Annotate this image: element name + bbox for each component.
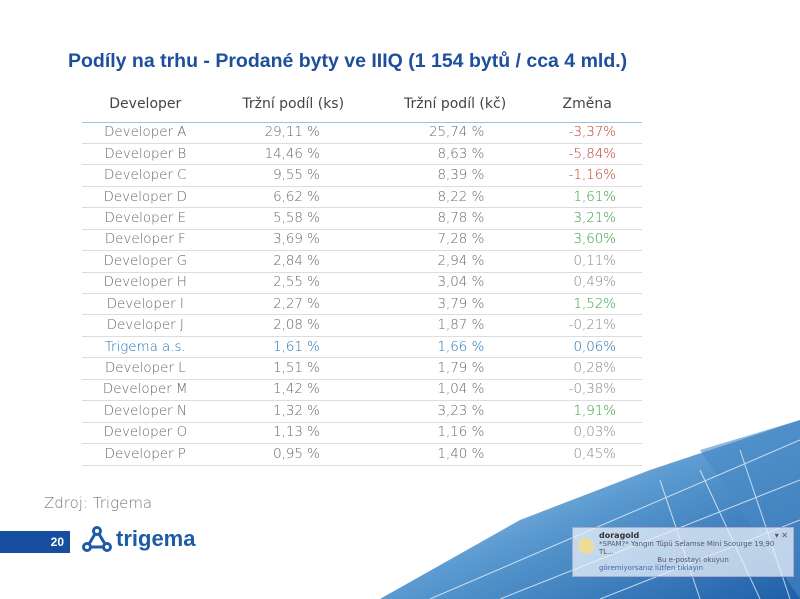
developer-name: Developer C — [82, 164, 209, 187]
column-header-change: Změna — [532, 86, 642, 123]
share-units: 2,27 % — [208, 293, 378, 316]
developer-name: Developer J — [82, 314, 209, 337]
logo-text: trigema — [116, 526, 196, 551]
share-units: 2,84 % — [208, 250, 378, 273]
table-row: Developer E 5,58 % 8,78 % 3,21% — [82, 207, 642, 230]
change-value: 0,49% — [532, 272, 642, 295]
notification-subject: *SPAM?* Yangın Tüpü Selamse Mini Scourge… — [599, 540, 775, 556]
table-row: Trigema a.s. 1,61 % 1,66 % 0,06% — [82, 336, 642, 359]
share-units: 1,51 % — [208, 357, 378, 380]
change-value: 1,91% — [532, 400, 642, 423]
trigema-logo-icon — [82, 526, 112, 552]
change-value: 1,61% — [532, 186, 642, 209]
table-row: Developer J 2,08 % 1,87 % -0,21% — [82, 314, 642, 337]
close-icon[interactable]: ▾ ✕ — [774, 531, 788, 540]
notification-link[interactable]: göremiyorsanız lütfen tıklayın — [599, 564, 704, 572]
share-value: 8,78 % — [377, 207, 533, 230]
developer-name: Developer E — [82, 207, 209, 230]
page-number: 20 — [0, 531, 70, 553]
share-value: 1,87 % — [377, 314, 533, 337]
developer-name: Developer H — [82, 272, 209, 295]
change-value: -3,37% — [532, 122, 642, 144]
change-value: 0,45% — [532, 443, 642, 466]
change-value: -1,16% — [532, 164, 642, 187]
table-row: Developer M 1,42 % 1,04 % -0,38% — [82, 379, 642, 402]
share-units: 5,58 % — [208, 207, 378, 230]
share-units: 14,46 % — [208, 143, 378, 166]
developer-name: Developer G — [82, 250, 209, 273]
share-units: 9,55 % — [208, 164, 378, 187]
column-header-share-value: Tržní podíl (kč) — [377, 86, 533, 123]
table-row: Developer D 6,62 % 8,22 % 1,61% — [82, 186, 642, 209]
source-note: Zdroj: Trigema — [44, 494, 153, 512]
notification-sender: doragold — [599, 531, 640, 540]
share-value: 1,79 % — [377, 357, 533, 380]
change-value: -5,84% — [532, 143, 642, 166]
share-value: 1,16 % — [377, 422, 533, 445]
mail-icon — [578, 538, 594, 554]
share-value: 7,28 % — [377, 229, 533, 252]
share-value: 1,04 % — [377, 379, 533, 402]
share-units: 2,55 % — [208, 272, 378, 295]
table-row: Developer N 1,32 % 3,23 % 1,91% — [82, 400, 642, 423]
page-title: Podíly na trhu - Prodané byty ve IIIQ (1… — [68, 50, 628, 72]
trigema-logo: trigema — [82, 526, 195, 552]
share-units: 1,32 % — [208, 400, 378, 423]
share-value: 3,23 % — [377, 400, 533, 423]
share-value: 25,74 % — [377, 122, 533, 144]
developer-name: Developer P — [82, 443, 209, 466]
share-units: 29,11 % — [208, 122, 378, 144]
share-value: 1,66 % — [377, 336, 533, 359]
share-units: 3,69 % — [208, 229, 378, 252]
share-value: 3,04 % — [377, 272, 533, 295]
table-row: Developer F 3,69 % 7,28 % 3,60% — [82, 229, 642, 252]
change-value: 1,52% — [532, 293, 642, 316]
change-value: 0,11% — [532, 250, 642, 273]
table-row: Developer H 2,55 % 3,04 % 0,49% — [82, 272, 642, 295]
developer-name: Developer L — [82, 357, 209, 380]
table-row: Developer I 2,27 % 3,79 % 1,52% — [82, 293, 642, 316]
share-value: 2,94 % — [377, 250, 533, 273]
column-header-developer: Developer — [82, 86, 209, 123]
notification-line[interactable]: Bu e-postayı okuyun — [657, 556, 729, 564]
table-header-row: Developer Tržní podíl (ks) Tržní podíl (… — [82, 86, 642, 123]
column-header-share-units: Tržní podíl (ks) — [208, 86, 378, 123]
market-share-table: Developer Tržní podíl (ks) Tržní podíl (… — [82, 86, 642, 466]
developer-name: Trigema a.s. — [82, 336, 209, 359]
table-row: Developer B 14,46 % 8,63 % -5,84% — [82, 143, 642, 166]
share-units: 1,13 % — [208, 422, 378, 445]
share-value: 1,40 % — [377, 443, 533, 466]
developer-name: Developer D — [82, 186, 209, 209]
table-row: Developer P 0,95 % 1,40 % 0,45% — [82, 443, 642, 466]
developer-name: Developer B — [82, 143, 209, 166]
change-value: 0,28% — [532, 357, 642, 380]
share-units: 2,08 % — [208, 314, 378, 337]
table-row: Developer G 2,84 % 2,94 % 0,11% — [82, 250, 642, 273]
share-value: 3,79 % — [377, 293, 533, 316]
share-units: 1,42 % — [208, 379, 378, 402]
change-value: -0,21% — [532, 314, 642, 337]
change-value: 0,03% — [532, 422, 642, 445]
developer-name: Developer N — [82, 400, 209, 423]
developer-name: Developer O — [82, 422, 209, 445]
email-notification-popup[interactable]: ▾ ✕ doragold *SPAM?* Yangın Tüpü Selamse… — [572, 527, 794, 577]
table-row: Developer C 9,55 % 8,39 % -1,16% — [82, 164, 642, 187]
table-row: Developer A 29,11 % 25,74 % -3,37% — [82, 122, 642, 144]
share-value: 8,63 % — [377, 143, 533, 166]
developer-name: Developer M — [82, 379, 209, 402]
share-units: 1,61 % — [208, 336, 378, 359]
share-value: 8,22 % — [377, 186, 533, 209]
developer-name: Developer F — [82, 229, 209, 252]
change-value: -0,38% — [532, 379, 642, 402]
developer-name: Developer A — [82, 122, 209, 144]
share-value: 8,39 % — [377, 164, 533, 187]
table-row: Developer L 1,51 % 1,79 % 0,28% — [82, 357, 642, 380]
share-units: 6,62 % — [208, 186, 378, 209]
change-value: 3,21% — [532, 207, 642, 230]
share-units: 0,95 % — [208, 443, 378, 466]
change-value: 3,60% — [532, 229, 642, 252]
table-row: Developer O 1,13 % 1,16 % 0,03% — [82, 422, 642, 445]
developer-name: Developer I — [82, 293, 209, 316]
change-value: 0,06% — [532, 336, 642, 359]
